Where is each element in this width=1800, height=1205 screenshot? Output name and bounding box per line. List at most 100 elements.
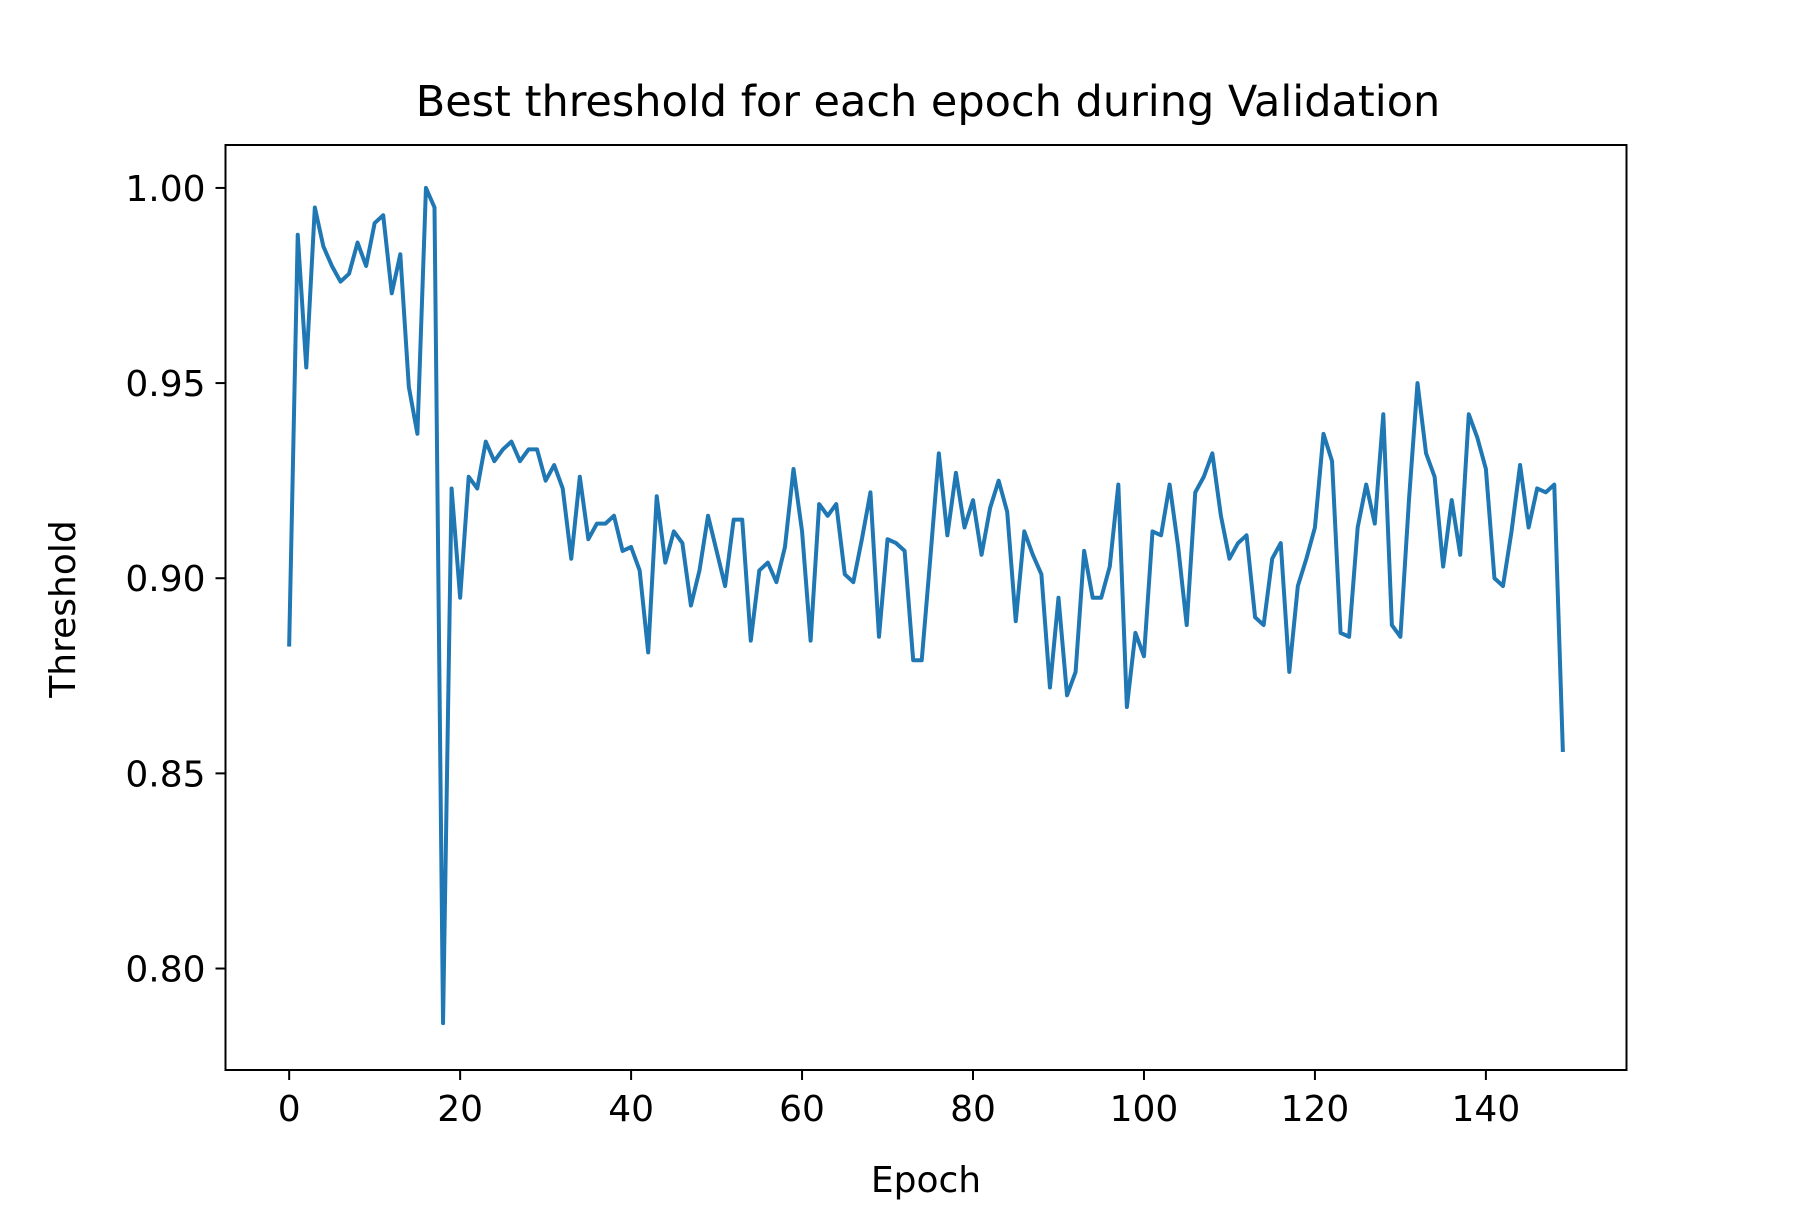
data-point [544,479,548,483]
data-point [398,252,402,256]
data-point [612,514,616,518]
data-point [1065,693,1069,697]
data-point [1210,451,1214,455]
data-point [740,518,744,522]
data-point [1099,596,1103,600]
data-point [1193,490,1197,494]
data-point [603,522,607,526]
data-point [860,537,864,541]
data-point [1133,631,1137,635]
data-point [1227,557,1231,561]
data-point [1039,572,1043,576]
y-tick-label: 0.80 [125,950,205,991]
data-point [1416,381,1420,385]
data-point [1168,483,1172,487]
data-point [997,479,1001,483]
data-point [561,486,565,490]
x-tick-label: 60 [779,1089,825,1130]
data-point [749,639,753,643]
data-point [321,244,325,248]
data-point [1407,498,1411,502]
data-point [629,545,633,549]
data-point [287,643,291,647]
data-point [1091,596,1095,600]
data-point [1381,412,1385,416]
data-point [1108,565,1112,569]
data-point [304,365,308,369]
data-point [834,502,838,506]
data-point [407,385,411,389]
y-tick-label: 0.85 [125,754,205,795]
data-point [1424,451,1428,455]
x-tick-label: 20 [437,1089,483,1130]
data-point [774,580,778,584]
data-point [980,553,984,557]
data-point [1450,498,1454,502]
data-point [1492,576,1496,580]
data-point [792,467,796,471]
data-point [646,650,650,654]
data-point [356,241,360,245]
data-point [296,233,300,237]
x-tick-label: 0 [278,1089,301,1130]
plot-area-frame [224,144,1628,1071]
data-point [1279,541,1283,545]
data-point [433,205,437,209]
data-point [1364,483,1368,487]
data-point [1398,635,1402,639]
data-point [843,572,847,576]
data-point [467,475,471,479]
data-point [800,529,804,533]
data-point [390,291,394,295]
data-point [868,490,872,494]
data-point [1339,631,1343,635]
data-point [723,584,727,588]
data-point [697,568,701,572]
data-point [1527,525,1531,529]
data-point [937,451,941,455]
data-point [954,471,958,475]
data-point [1321,432,1325,436]
data-point [1142,654,1146,658]
data-point [809,639,813,643]
data-point [1458,553,1462,557]
data-point [886,537,890,541]
x-tick-label: 40 [608,1089,654,1130]
x-axis-label: Epoch [871,1160,981,1200]
data-point [535,447,539,451]
data-point [1304,557,1308,561]
data-point [424,186,428,190]
data-point [1031,553,1035,557]
data-point [783,545,787,549]
data-point [971,498,975,502]
data-point [1356,525,1360,529]
data-point [945,533,949,537]
data-point [1475,436,1479,440]
data-point [1510,529,1514,533]
data-point [347,272,351,276]
data-point [441,1021,445,1025]
data-point [1330,459,1334,463]
data-point [595,522,599,526]
data-point [757,568,761,572]
data-point [1253,615,1257,619]
data-point [638,568,642,572]
data-point [1185,623,1189,627]
data-point [552,463,556,467]
data-point [1390,623,1394,627]
x-tick-label: 100 [1110,1089,1179,1130]
data-point [381,213,385,217]
data-point [1262,623,1266,627]
data-point [1176,545,1180,549]
data-point [586,537,590,541]
data-point [826,514,830,518]
data-point [928,557,932,561]
data-point [1552,483,1556,487]
y-tick-label: 1.00 [125,169,205,210]
data-point [1005,510,1009,514]
data-point [527,447,531,451]
data-point [1151,529,1155,533]
data-point [1022,529,1026,533]
chart-title: Best threshold for each epoch during Val… [416,77,1441,127]
data-point [501,447,505,451]
